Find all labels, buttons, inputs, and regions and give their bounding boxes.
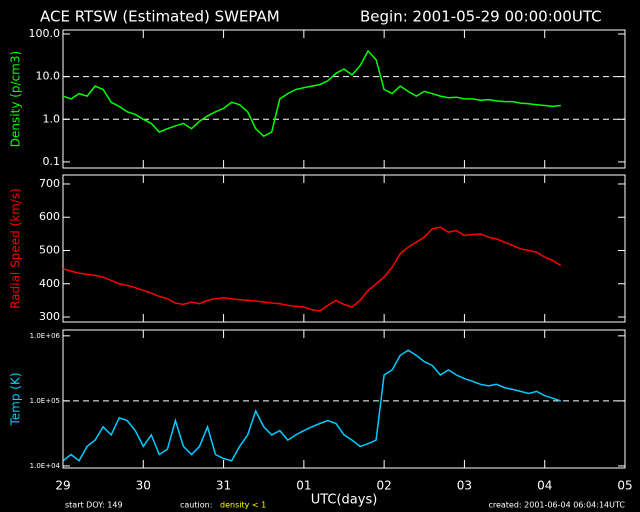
x-tick-label: 04 [537, 479, 552, 493]
chart-title: ACE RTSW (Estimated) SWEPAM [40, 8, 280, 26]
y-tick-label: 1.0 [43, 112, 61, 125]
y-tick-label: 300 [39, 310, 60, 323]
y-tick-label: 500 [39, 243, 60, 256]
y-tick-label: 1.0E+06 [30, 332, 61, 340]
y-axis-label: Radial Speed (km/s) [9, 188, 23, 309]
chart-subtitle: Begin: 2001-05-29 00:00:00UTC [360, 8, 602, 26]
x-tick-label: 29 [55, 479, 70, 493]
x-tick-label: 02 [377, 479, 392, 493]
data-line [62, 226, 562, 312]
panel-frame [62, 29, 626, 169]
panel-frame [62, 329, 626, 469]
x-tick-label: 03 [457, 479, 472, 493]
y-tick-label: 1.0E+04 [30, 462, 61, 470]
y-tick-label: 10.0 [36, 70, 61, 83]
footer-caution-note: density < 1 [220, 501, 266, 510]
y-tick-label: 100.0 [29, 27, 61, 40]
footer-caution: caution: [180, 501, 212, 510]
y-tick-label: 700 [39, 177, 60, 190]
y-tick-label: 1.0E+05 [30, 397, 60, 405]
x-tick-label: 05 [617, 479, 632, 493]
data-line [62, 49, 561, 138]
footer-created: created: 2001-06-04 06:04:14UTC [488, 501, 625, 510]
y-tick-label: 0.1 [43, 155, 61, 168]
x-tick-label: 31 [216, 479, 231, 493]
x-tick-label: 30 [136, 479, 151, 493]
panel-frame [62, 174, 626, 323]
data-line [62, 349, 562, 462]
x-tick-label: 01 [296, 479, 311, 493]
footer-start: start DOY: 149 [65, 501, 123, 510]
x-axis-label: UTC(days) [311, 493, 378, 508]
y-axis-label: Density (p/cm3) [9, 51, 23, 147]
y-tick-label: 600 [39, 210, 60, 223]
y-tick-label: 400 [39, 277, 60, 290]
y-axis-label: Temp (K) [9, 372, 23, 426]
